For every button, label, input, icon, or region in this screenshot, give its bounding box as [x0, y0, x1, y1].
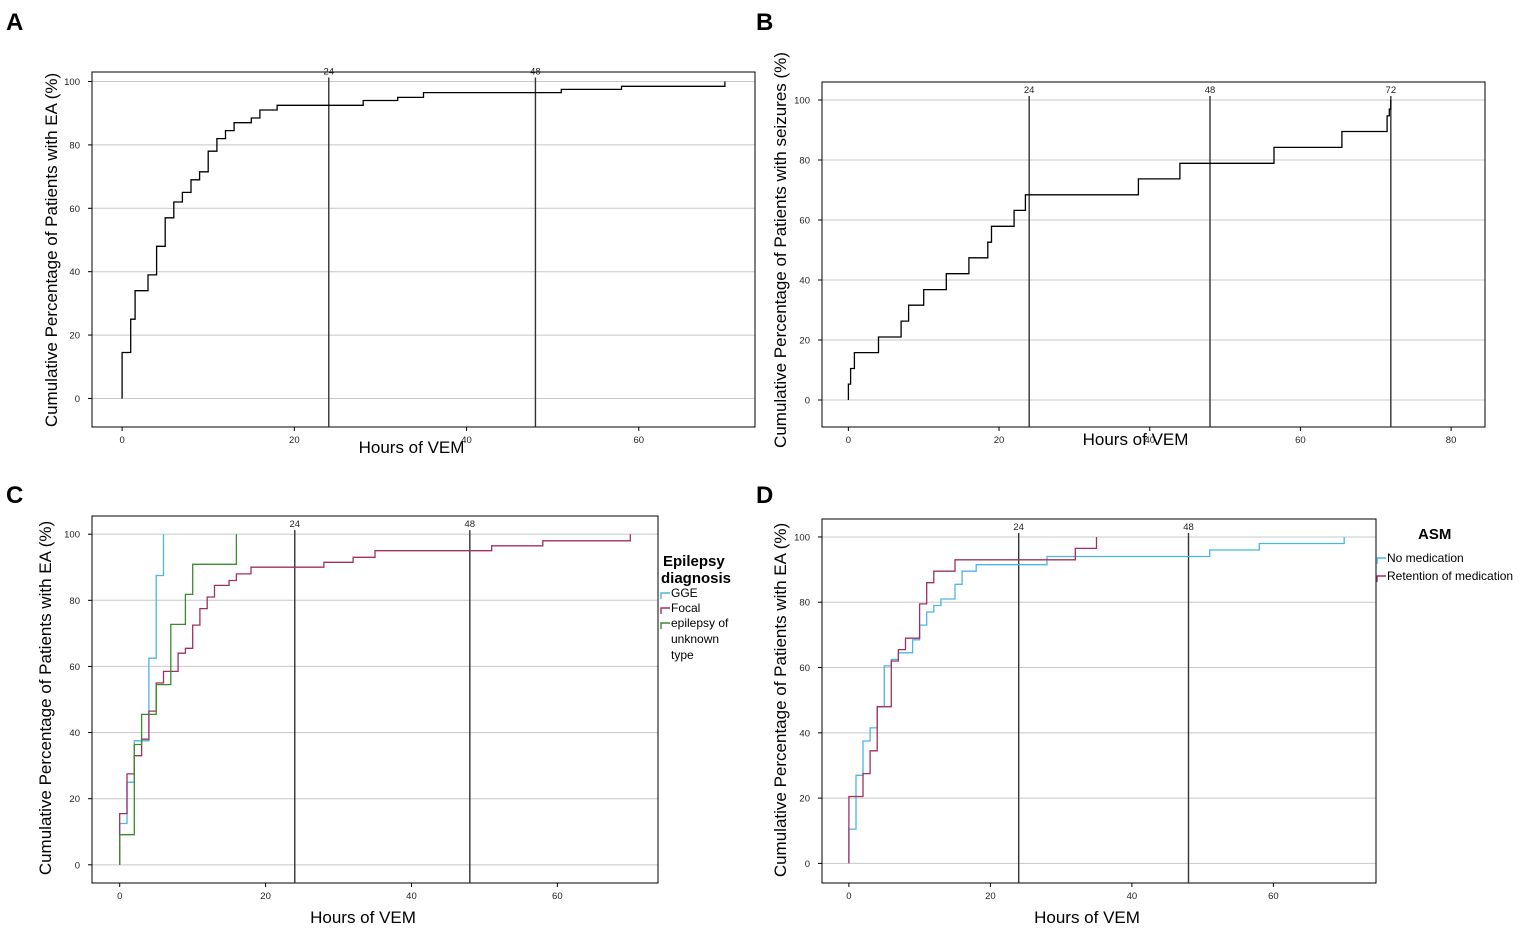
x-tick-label: 80	[1446, 435, 1457, 446]
reference-line-label: 24	[323, 67, 334, 78]
y-tick-label: 20	[69, 794, 80, 805]
legend-swatch-gge	[660, 592, 670, 599]
y-tick-label: 40	[69, 267, 80, 278]
x-tick-label: 0	[846, 435, 851, 446]
plot-frame	[91, 71, 756, 428]
legend-label-unknown-3: type	[671, 648, 694, 662]
panel-letter-d: D	[756, 482, 773, 509]
y-tick-label: 20	[69, 331, 80, 342]
plot-frame	[821, 518, 1377, 884]
reference-line-label: 48	[1205, 85, 1216, 96]
series-retention-of-medication	[848, 537, 1098, 864]
legend-swatch-retention	[1376, 575, 1386, 582]
y-tick-label: 60	[799, 216, 810, 227]
legend-asm: ASM No medication Retention of medicatio…	[1376, 526, 1513, 583]
legend-label-gge: GGE	[671, 586, 698, 600]
x-axis-label: Hours of VEM	[1083, 430, 1189, 449]
y-tick-label: 40	[799, 728, 810, 739]
series-line	[847, 100, 1392, 400]
reference-line-label: 72	[1386, 85, 1397, 96]
panel-letter-b: B	[756, 9, 773, 36]
x-tick-label: 60	[552, 891, 563, 902]
legend-swatch-focal	[660, 607, 670, 614]
chart-panel-d: 0 20 40 60 80 100 0 20 40 60 24 48 Cumulative Percen…	[771, 518, 1377, 927]
legend-label-retention: Retention of medication	[1387, 569, 1513, 583]
y-axis-label: Cumulative Percentage of Patients with E…	[36, 521, 55, 875]
series-no-medication	[848, 537, 1345, 864]
legend-title-line1: Epilepsy	[663, 553, 725, 570]
y-tick-label: 100	[64, 77, 80, 88]
reference-line-label: 48	[1183, 522, 1194, 533]
chart-panel-a: 0 20 40 60 80 100 0 20 40 60 24 48 Cumulative Percen…	[42, 67, 756, 457]
y-tick-label: 20	[799, 336, 810, 347]
x-axis-label: Hours of VEM	[359, 438, 465, 457]
x-tick-label: 40	[461, 435, 472, 446]
legend-swatch-unknown	[660, 622, 670, 629]
x-tick-label: 0	[846, 891, 851, 902]
legend-swatch-no-medication	[1376, 557, 1386, 564]
reference-line-label: 48	[465, 519, 476, 530]
y-tick-label: 60	[69, 204, 80, 215]
x-tick-label: 20	[289, 435, 300, 446]
series-focal	[119, 534, 631, 865]
legend-label-unknown-1: epilepsy of	[671, 616, 729, 630]
y-tick-label: 40	[799, 276, 810, 287]
plot-frame	[821, 81, 1486, 428]
legend-label-no-medication: No medication	[1387, 551, 1464, 565]
y-tick-label: 100	[794, 96, 810, 107]
x-tick-label: 60	[1295, 435, 1306, 446]
y-axis-label: Cumulative Percentage of Patients with E…	[42, 73, 61, 427]
reference-line-label: 48	[530, 67, 541, 78]
x-tick-label: 0	[117, 891, 122, 902]
legend-epilepsy-diagnosis: Epilepsy diagnosis GGE Focal epilepsy of…	[660, 553, 731, 662]
chart-panel-b: 0 20 40 60 80 100 0 20 40 60 80 24 48 72 Cumulative Pe…	[771, 52, 1486, 449]
y-axis-label: Cumulative Percentage of Patients with s…	[771, 52, 790, 448]
y-tick-label: 80	[799, 156, 810, 167]
y-tick-label: 80	[69, 140, 80, 151]
y-tick-label: 0	[805, 859, 810, 870]
legend-label-unknown-2: unknown	[671, 632, 719, 646]
series-line	[121, 81, 726, 399]
x-tick-label: 40	[1127, 891, 1138, 902]
legend-label-focal: Focal	[671, 601, 700, 615]
reference-line-label: 24	[1013, 522, 1024, 533]
y-tick-label: 80	[799, 598, 810, 609]
y-axis-label: Cumulative Percentage of Patients with E…	[771, 523, 790, 877]
x-tick-label: 20	[994, 435, 1005, 446]
x-tick-label: 20	[985, 891, 996, 902]
y-tick-label: 20	[799, 794, 810, 805]
y-tick-label: 40	[69, 728, 80, 739]
series-gge	[119, 534, 165, 865]
y-tick-label: 60	[69, 662, 80, 673]
legend-title-line2: diagnosis	[661, 570, 731, 587]
y-tick-label: 80	[69, 596, 80, 607]
chart-panel-c: 0 20 40 60 80 100 0 20 40 60 24 48 Cumulative Percen…	[36, 515, 659, 927]
x-tick-label: 60	[1268, 891, 1279, 902]
x-axis-label: Hours of VEM	[310, 908, 416, 927]
y-tick-label: 100	[64, 530, 80, 541]
x-tick-label: 60	[633, 435, 644, 446]
panel-letter-a: A	[6, 9, 23, 36]
plot-frame	[91, 515, 659, 884]
y-tick-label: 0	[75, 860, 80, 871]
y-tick-label: 60	[799, 663, 810, 674]
reference-line-label: 24	[289, 519, 300, 530]
x-tick-label: 0	[119, 435, 124, 446]
legend-title-asm: ASM	[1418, 526, 1451, 543]
x-axis-label: Hours of VEM	[1034, 908, 1140, 927]
panel-letter-c: C	[6, 482, 23, 509]
x-tick-label: 40	[1144, 435, 1155, 446]
reference-line-label: 24	[1024, 85, 1035, 96]
x-tick-label: 40	[406, 891, 417, 902]
y-tick-label: 100	[794, 532, 810, 543]
series-epilepsy-of-unknown-type	[119, 534, 238, 865]
y-tick-label: 0	[805, 396, 810, 407]
x-tick-label: 20	[260, 891, 271, 902]
y-tick-label: 0	[75, 394, 80, 405]
